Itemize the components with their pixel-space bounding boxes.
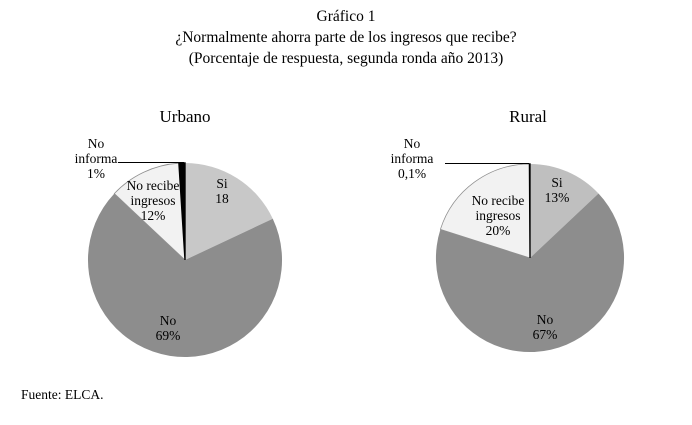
urbano-slice-no-informa	[178, 162, 186, 261]
rural-slice-no	[435, 193, 625, 353]
slice-label-line: No	[403, 136, 421, 151]
slice-label-line: ingresos	[475, 208, 521, 223]
slice-label-line: informa	[74, 151, 118, 166]
figure-question: ¿Normalmente ahorra parte de los ingreso…	[175, 29, 517, 46]
slice-label-line: ingresos	[130, 193, 176, 208]
slice-label-line: Si	[216, 176, 228, 191]
rural-pie-chart	[435, 163, 625, 353]
urbano-slice-no-recibe-ingresos	[113, 162, 186, 261]
urbano-slice-si	[185, 162, 273, 260]
figure-header: Gráfico 1 ¿Normalmente ahorra parte de l…	[0, 6, 692, 69]
urbano-slice-no	[87, 193, 283, 358]
urbano-si-slice-label: Si 18	[197, 176, 247, 206]
slice-label-line: 18	[215, 191, 229, 206]
slice-label-line: No recibe	[126, 178, 180, 193]
rural-chart-title: Rural	[509, 107, 547, 126]
urbano-no-slice-label: No 69%	[138, 313, 198, 343]
slice-label-line: 12%	[140, 208, 166, 223]
figure-title: Gráfico 1	[316, 8, 376, 25]
rural-slice-no-informa	[528, 163, 531, 259]
slice-label-line: 20%	[485, 223, 511, 238]
slice-label-line: No recibe	[471, 193, 525, 208]
urbano-no-informa-leader-line	[118, 162, 184, 163]
rural-slice-no-recibe-ingresos	[439, 163, 531, 259]
slice-label-line: informa	[390, 151, 434, 166]
slice-label-line: 67%	[532, 327, 558, 342]
slice-label-line: No	[159, 313, 177, 328]
urbano-pie-chart	[87, 162, 283, 358]
figure-subtitle: (Porcentaje de respuesta, segunda ronda …	[188, 50, 504, 67]
slice-label-line: Si	[551, 175, 563, 190]
slice-label-line: No	[536, 312, 554, 327]
slice-label-line: 1%	[87, 166, 105, 181]
rural-no-informa-leader-line	[445, 163, 529, 164]
slice-label-line: 13%	[544, 190, 570, 205]
urbano-chart-title: Urbano	[159, 107, 211, 126]
slice-label-line: 0,1%	[397, 166, 427, 181]
urbano-no-recibe-ingresos-slice-label: No recibe ingresos 12%	[113, 178, 193, 223]
rural-no-recibe-ingresos-slice-label: No recibe ingresos 20%	[458, 193, 538, 238]
slice-label-line: 69%	[155, 328, 181, 343]
source-note: Fuente: ELCA.	[21, 387, 104, 402]
rural-no-slice-label: No 67%	[515, 312, 575, 342]
rural-slice-si	[530, 163, 599, 258]
slice-label-line: No	[87, 136, 105, 151]
rural-no-informa-slice-label: No informa 0,1%	[380, 136, 444, 181]
urbano-no-informa-slice-label: No informa 1%	[64, 136, 128, 181]
rural-si-slice-label: Si 13%	[532, 175, 582, 205]
